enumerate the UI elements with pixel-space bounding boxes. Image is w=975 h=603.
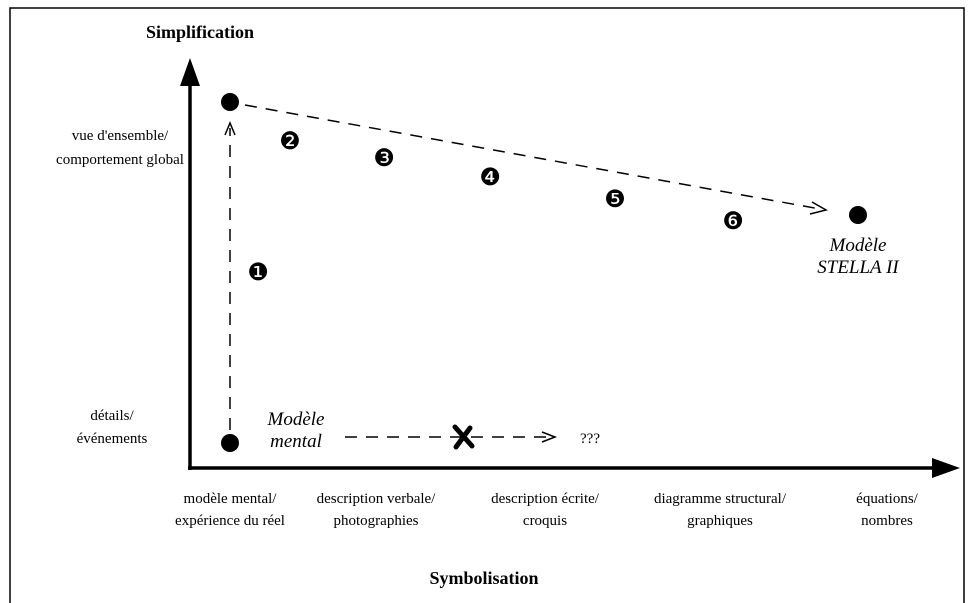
model-label: Modèle — [267, 409, 325, 430]
x-level: expérience du réel — [175, 513, 285, 529]
x-arrow — [932, 458, 960, 478]
x-title: Symbolisation — [429, 568, 538, 588]
y-title: Simplification — [146, 22, 254, 42]
arrowheads — [224, 121, 828, 443]
step-number: ❶ — [247, 258, 269, 286]
x-level: description verbale/ — [317, 491, 437, 507]
model-label: Modèle — [829, 235, 887, 256]
y-level: événements — [77, 431, 148, 447]
x-level: photographies — [334, 513, 419, 529]
y-level: comportement global — [56, 152, 184, 168]
unknown: ??? — [580, 431, 600, 447]
x-level: équations/ — [856, 491, 918, 507]
y-arrow — [180, 58, 200, 86]
x-level: diagramme structural/ — [654, 491, 787, 507]
step-number: ❸ — [373, 144, 395, 172]
x-level: nombres — [861, 513, 913, 529]
x-level: modèle mental/ — [184, 491, 278, 507]
step-number: ❺ — [604, 185, 626, 213]
dots — [221, 93, 867, 452]
frame — [9, 7, 965, 603]
cross — [452, 424, 475, 450]
x-level: graphiques — [687, 513, 753, 529]
x-level: croquis — [523, 513, 567, 529]
step-number: ❻ — [722, 207, 744, 235]
step-number: ❹ — [479, 163, 501, 191]
model-label: mental — [270, 431, 322, 452]
model-label: STELLA II — [817, 257, 900, 278]
dashes — [229, 104, 821, 438]
step-number: ❷ — [279, 127, 301, 155]
y-level: vue d'ensemble/ — [72, 128, 169, 144]
y-level: détails/ — [90, 408, 134, 424]
x-level: description écrite/ — [491, 491, 600, 507]
